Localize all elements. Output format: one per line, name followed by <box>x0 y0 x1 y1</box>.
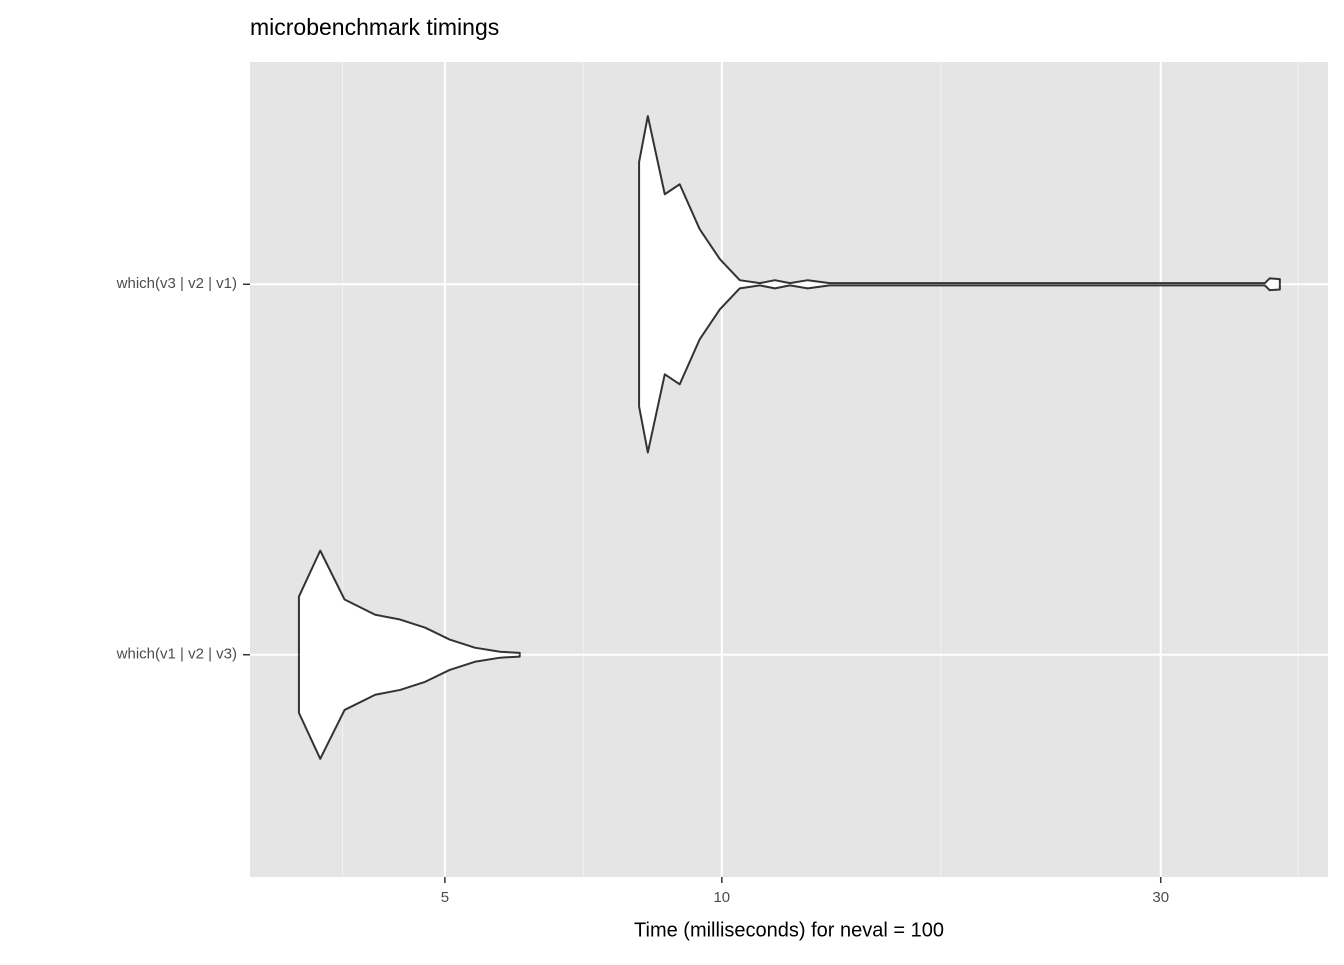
violin-half <box>638 115 1281 285</box>
panel <box>250 62 1328 877</box>
x-tick-label: 5 <box>441 889 449 906</box>
x-tick-label: 30 <box>1152 889 1169 906</box>
y-tick-label: which(v1 | v2 | v3) <box>116 646 237 663</box>
x-tick-label: 10 <box>713 889 730 906</box>
chart-title: microbenchmark timings <box>250 14 499 40</box>
x-axis-title: Time (milliseconds) for neval = 100 <box>634 919 944 941</box>
violin-half <box>297 549 521 655</box>
violin-half <box>638 284 1281 454</box>
y-tick-label: which(v3 | v2 | v1) <box>116 275 237 292</box>
violin-half <box>297 654 521 760</box>
